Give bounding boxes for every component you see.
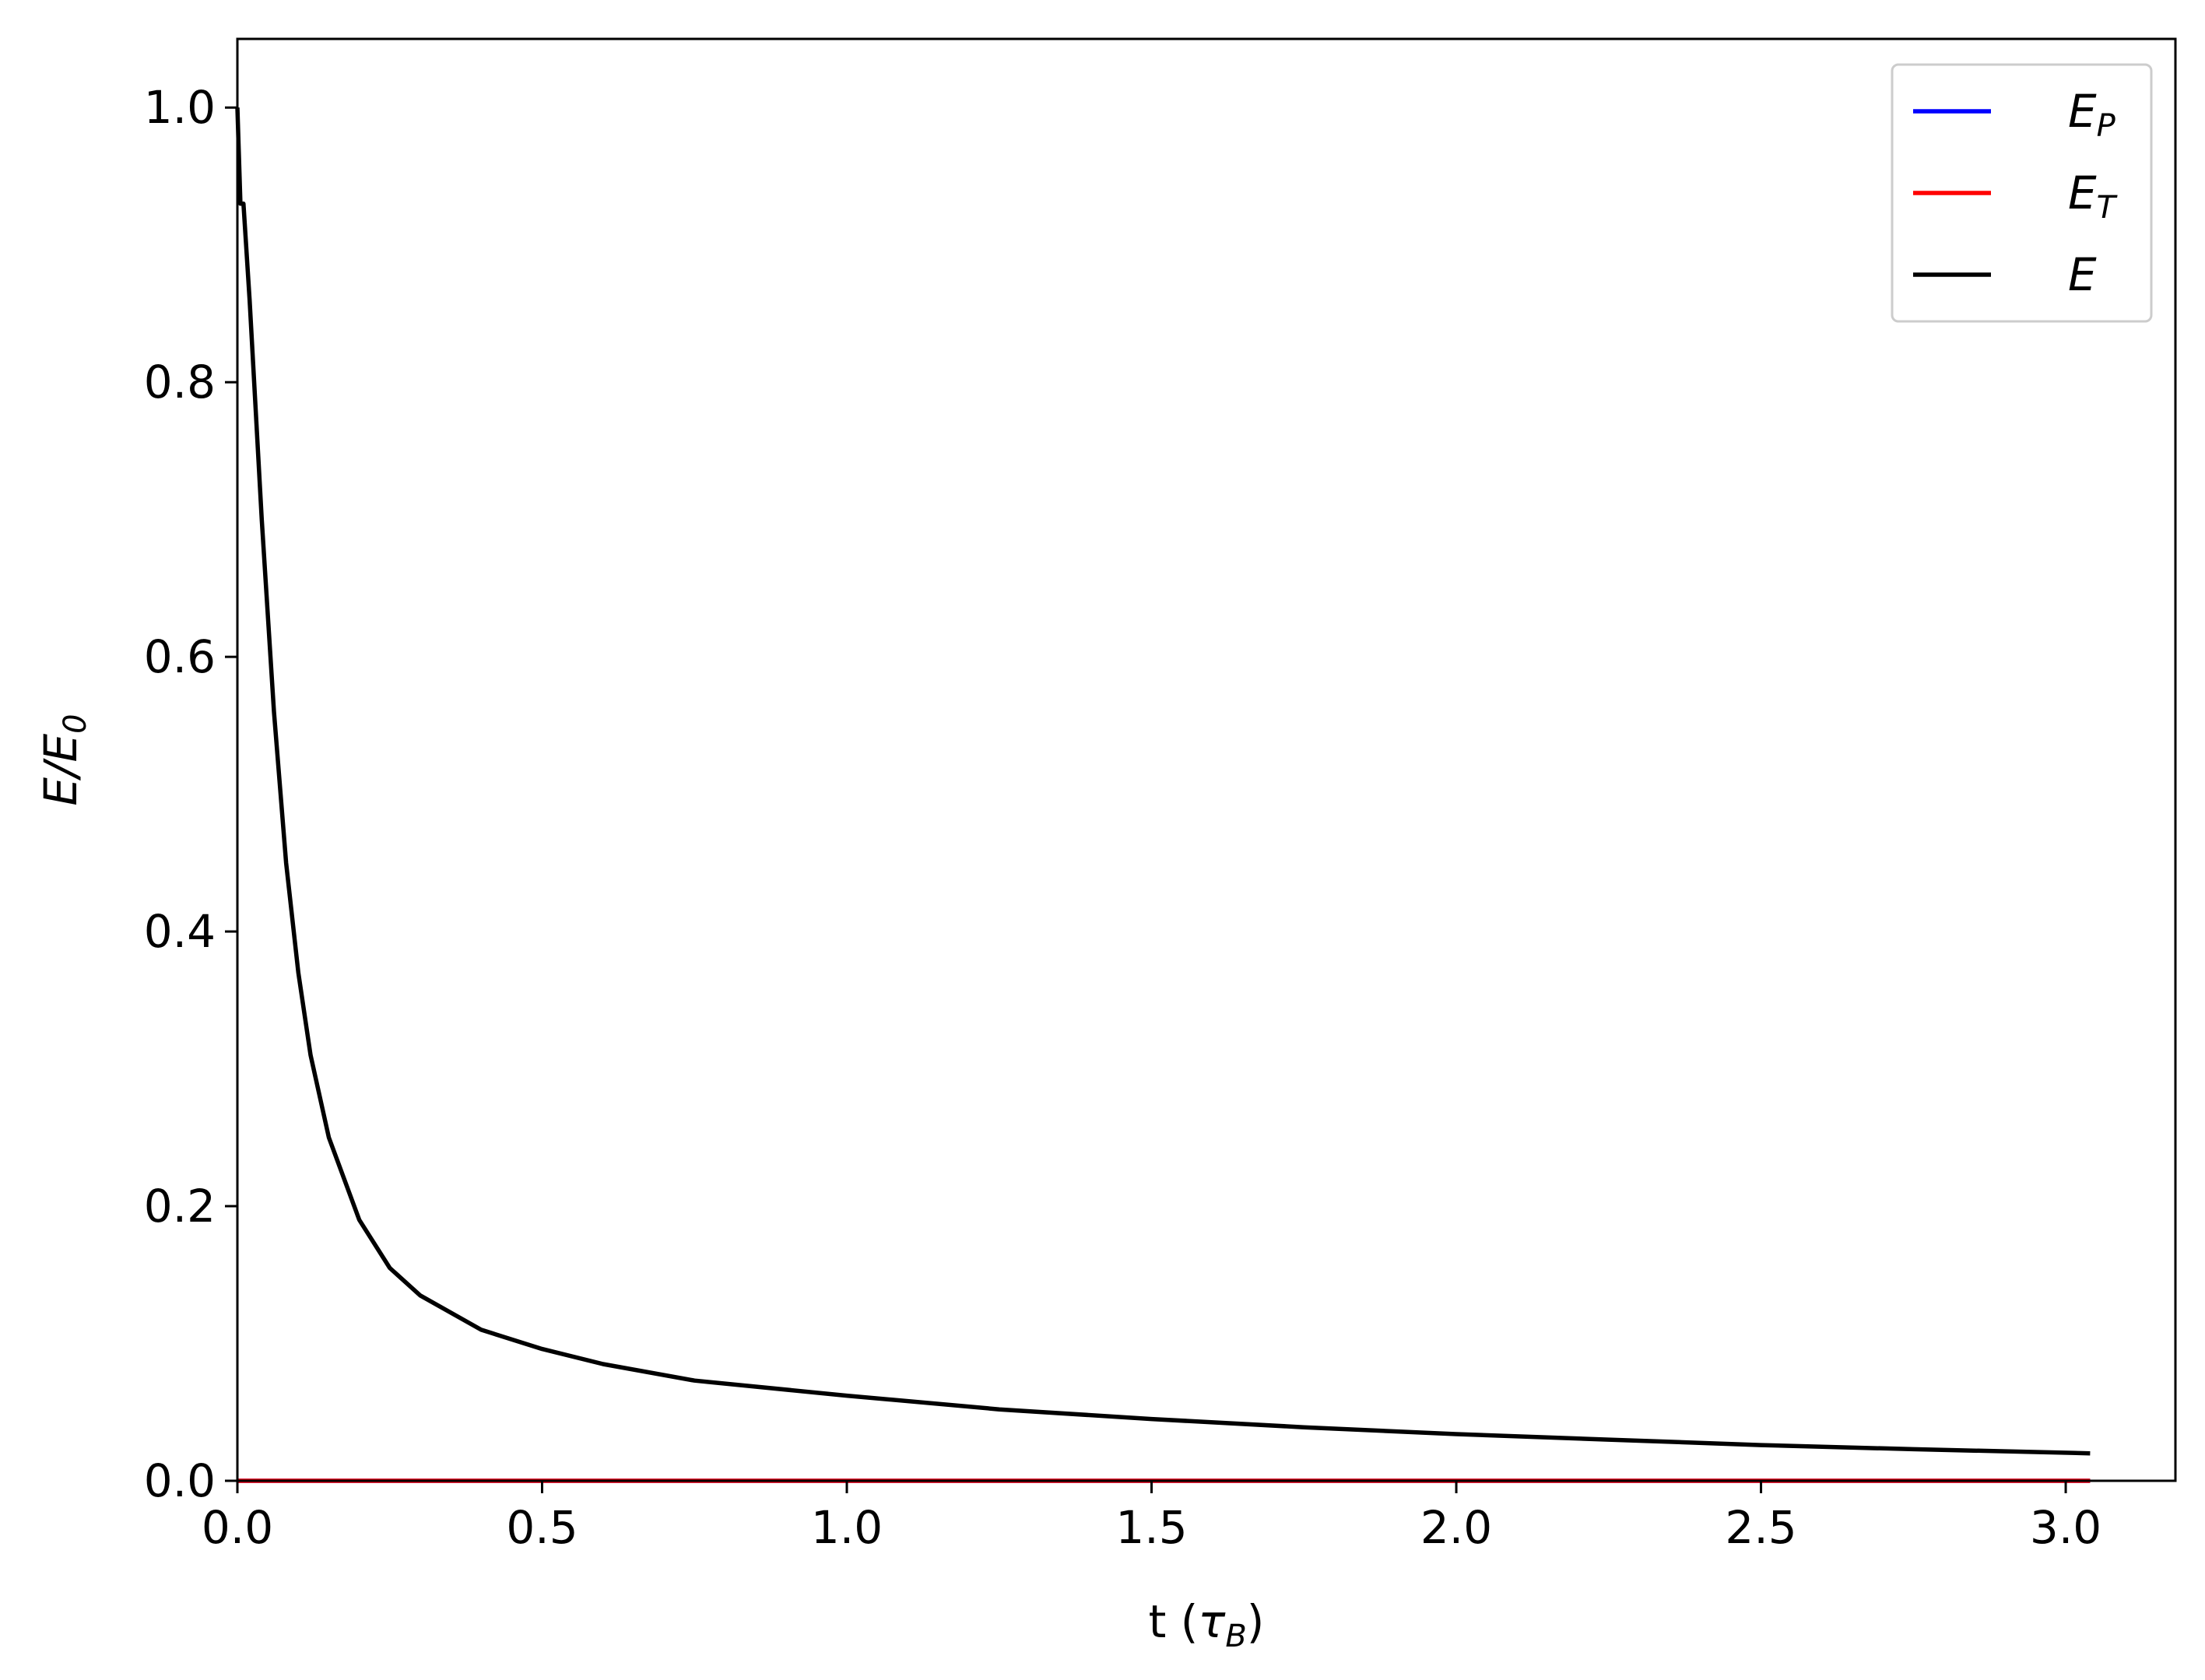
x-tick-label: 2.5: [1725, 1501, 1796, 1554]
x-tick-label: 0.5: [506, 1501, 578, 1554]
legend-box: [1891, 63, 2153, 323]
x-tick-label: 3.0: [2030, 1501, 2101, 1554]
y-tick-label: 0.4: [144, 905, 216, 958]
legend: EP ET E: [1891, 63, 2153, 323]
x-tick-label: 1.0: [811, 1501, 883, 1554]
series-line-3: [235, 107, 2091, 1456]
y-tick-label: 0.8: [144, 356, 216, 409]
y-tick-label: 0.6: [144, 630, 216, 683]
y-axis-label: E/E0: [34, 714, 93, 805]
legend-label-2: ET: [2068, 167, 2119, 226]
y-tick-label: 0.2: [144, 1180, 216, 1233]
x-axis-label: t (τB): [1149, 1595, 1265, 1654]
legend-label-3: E: [2068, 248, 2097, 301]
x-tick-label: 0.0: [202, 1501, 273, 1554]
x-tick-label: 1.5: [1115, 1501, 1187, 1554]
y-tick-label: 0.0: [144, 1454, 216, 1507]
legend-items: EP ET E: [1913, 85, 2119, 301]
legend-label-1: EP: [2068, 85, 2116, 144]
ticks-layer: 0.0 0.5 1.0 1.5 2.0 2.5 3.0 0.0 0.2 0.4 0.6 0.8 1.0: [144, 81, 2101, 1554]
x-tick-label: 2.0: [1420, 1501, 1492, 1554]
plot-frame: [236, 37, 2177, 1482]
y-tick-label: 1.0: [144, 81, 216, 134]
